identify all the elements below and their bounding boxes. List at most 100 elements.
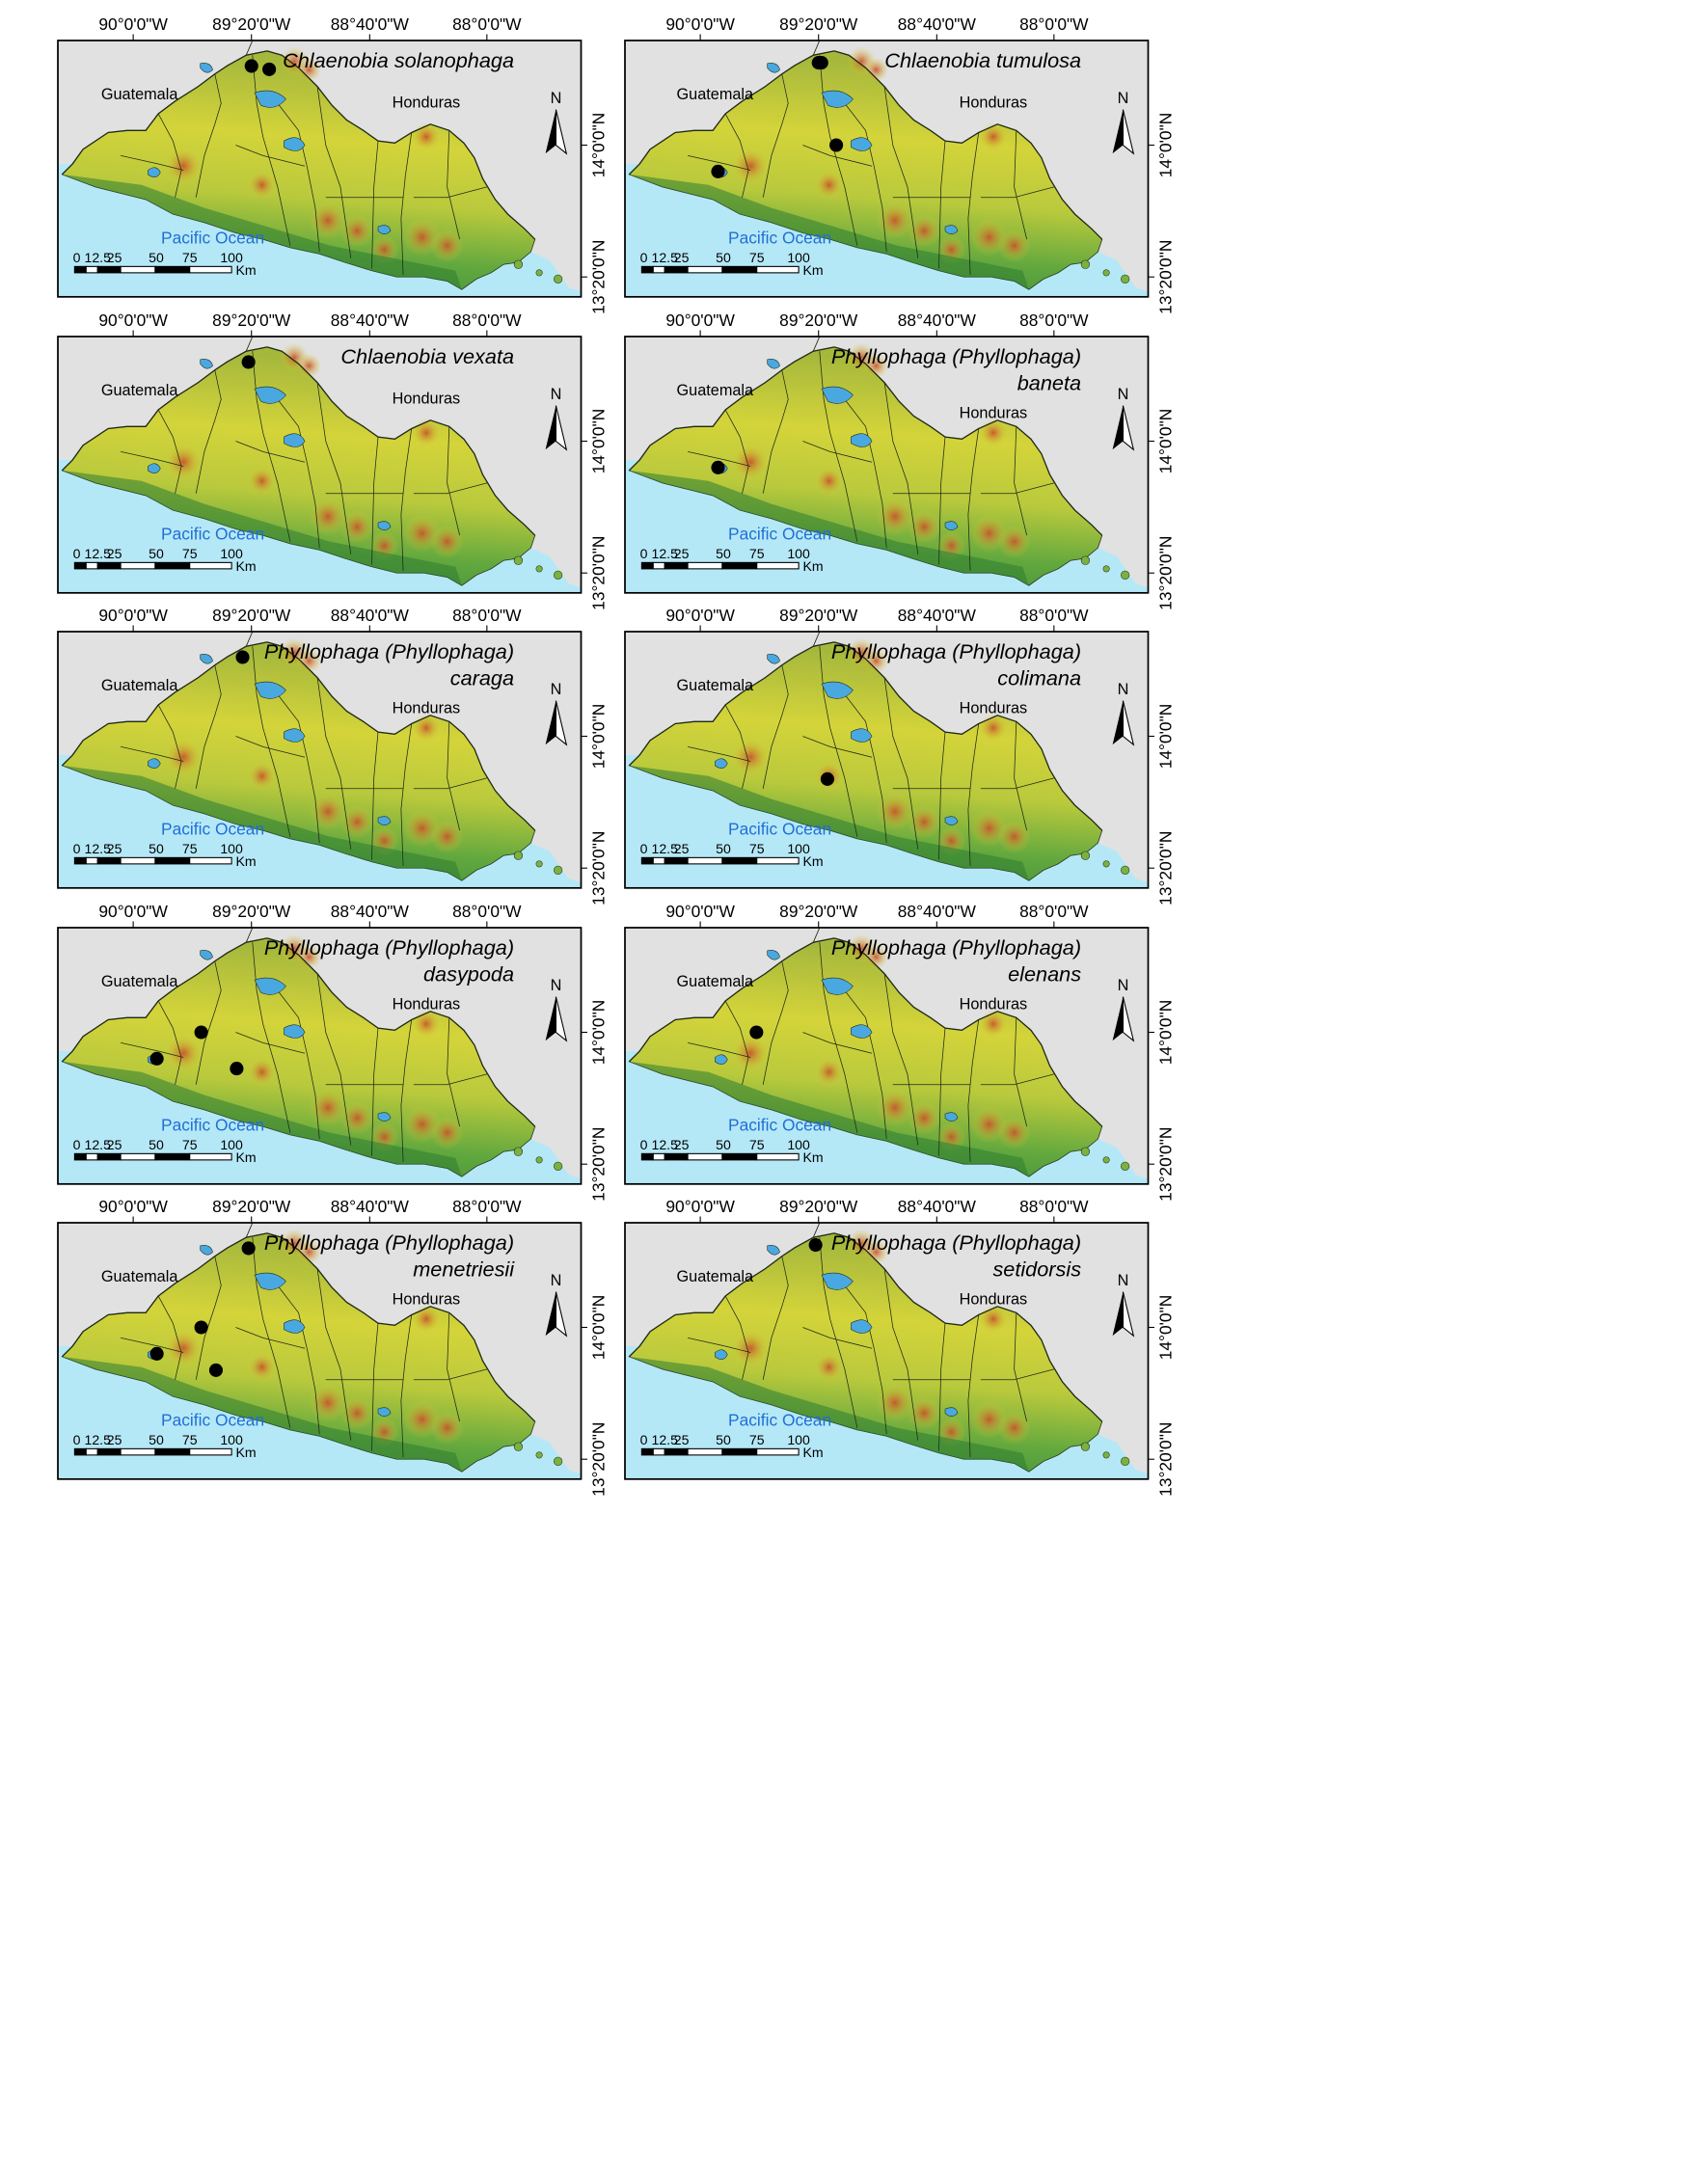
map-panel: 90°0'0"W 89°20'0"W 88°40'0"W 88°0'0"W 14°0'0…: [57, 1197, 608, 1497]
elevation-peak: [731, 1329, 770, 1367]
department-boundary: [883, 677, 919, 850]
department-boundary: [121, 1041, 184, 1058]
department-boundary: [1014, 721, 1028, 831]
lake: [254, 977, 286, 995]
scale-bar-segment: [756, 856, 800, 865]
coastal-lowland: [629, 174, 1029, 290]
scale-bar-segment: [721, 1447, 758, 1456]
department-boundary: [688, 450, 751, 467]
scale-unit: Km: [802, 853, 823, 869]
north-label: N: [551, 386, 562, 403]
honduras-border: [266, 641, 536, 831]
scale-bar-segment: [85, 856, 98, 865]
scale-bar-segment: [664, 265, 689, 274]
guatemala-border: [628, 937, 835, 1063]
department-boundary: [802, 1327, 873, 1349]
scale-tick-label: 50: [149, 1137, 164, 1152]
longitude-label: 89°20'0"W: [212, 902, 291, 921]
department-boundary: [447, 1017, 461, 1127]
department-boundary: [371, 437, 379, 565]
longitude-label: 90°0'0"W: [665, 311, 735, 330]
department-boundary: [802, 1032, 873, 1054]
lake: [377, 225, 392, 234]
department-boundary: [157, 1000, 182, 1085]
latitude-label: 14°0'0"N: [1155, 1000, 1175, 1066]
guatemala-label: Guatemala: [677, 1268, 755, 1285]
island: [1080, 1442, 1091, 1451]
scale-bar-segment: [640, 1447, 654, 1456]
lake: [767, 654, 780, 664]
island: [513, 259, 524, 269]
species-title: Phyllophaga (Phyllophaga): [264, 935, 514, 959]
lake: [851, 1319, 873, 1334]
department-boundary: [1014, 426, 1028, 536]
scale-bar-segment: [189, 265, 232, 274]
island: [1102, 1156, 1110, 1164]
department-boundary: [277, 1284, 320, 1435]
scale-unit: Km: [802, 1445, 823, 1460]
locality-point: [711, 164, 725, 178]
scale-unit: Km: [235, 558, 256, 574]
department-boundary: [802, 441, 873, 463]
elevation-peak: [907, 214, 941, 248]
scale-bar-segment: [652, 856, 665, 865]
latitude-label: 13°20'0"N: [1155, 831, 1175, 905]
lake: [377, 1407, 392, 1417]
lake: [200, 359, 213, 369]
longitude-label: 88°40'0"W: [898, 1197, 977, 1216]
scale-bar-segment: [640, 856, 654, 865]
elevation-peak: [339, 510, 374, 544]
department-boundary: [252, 351, 291, 542]
department-boundary: [688, 154, 751, 171]
elevation-peak: [430, 229, 464, 263]
elevation-peak: [863, 1239, 889, 1265]
locality-point: [230, 1062, 244, 1076]
scale-tick-label: 0: [73, 841, 81, 856]
longitude-label: 90°0'0"W: [98, 311, 168, 330]
scale-bar-segment: [73, 265, 87, 274]
longitude-label: 88°40'0"W: [898, 311, 977, 330]
lake: [377, 1112, 392, 1122]
elevation-peak: [309, 1089, 347, 1127]
latitude-label: 13°20'0"N: [1155, 1422, 1175, 1497]
longitude-label: 88°40'0"W: [331, 606, 410, 625]
ocean-area: [58, 1331, 582, 1479]
department-boundary: [1014, 130, 1028, 240]
department-boundary: [819, 1237, 858, 1428]
lake: [851, 433, 873, 447]
north-arrow-left: [1112, 700, 1124, 745]
department-boundary: [762, 664, 789, 789]
elevation-peak: [247, 1352, 277, 1382]
elevation-peak: [863, 57, 889, 83]
scale-tick-label: 50: [149, 250, 164, 265]
map-panel: 90°0'0"W 89°20'0"W 88°40'0"W 88°0'0"W 14°0'0…: [57, 606, 608, 905]
elevation-peak: [731, 1034, 770, 1072]
department-boundary: [802, 145, 873, 167]
honduras-label: Honduras: [960, 996, 1028, 1013]
department-boundary: [980, 482, 1054, 495]
elevation-peak: [907, 1396, 941, 1430]
scale-tick-label: 25: [674, 250, 690, 265]
north-arrow-icon: N: [545, 386, 568, 451]
scale-tick-label: 75: [749, 250, 765, 265]
map-frame: [57, 927, 583, 1185]
honduras-border: [266, 346, 536, 536]
island: [1102, 860, 1110, 868]
lake: [148, 758, 161, 769]
department-boundary: [688, 1041, 751, 1058]
longitude-label: 88°40'0"W: [331, 14, 410, 34]
island: [1102, 269, 1110, 277]
elevation-peak: [863, 648, 889, 674]
scale-tick-label: 12.5: [85, 546, 112, 561]
honduras-border: [833, 50, 1103, 240]
island: [1121, 570, 1130, 580]
island: [513, 1442, 524, 1451]
guatemala-border: [61, 346, 268, 472]
longitude-label: 88°0'0"W: [452, 1197, 522, 1216]
department-boundary: [938, 437, 946, 565]
north-arrow-icon: N: [545, 90, 568, 155]
lake: [767, 1245, 780, 1256]
scale-tick-label: 12.5: [85, 250, 112, 265]
scale-unit: Km: [802, 558, 823, 574]
